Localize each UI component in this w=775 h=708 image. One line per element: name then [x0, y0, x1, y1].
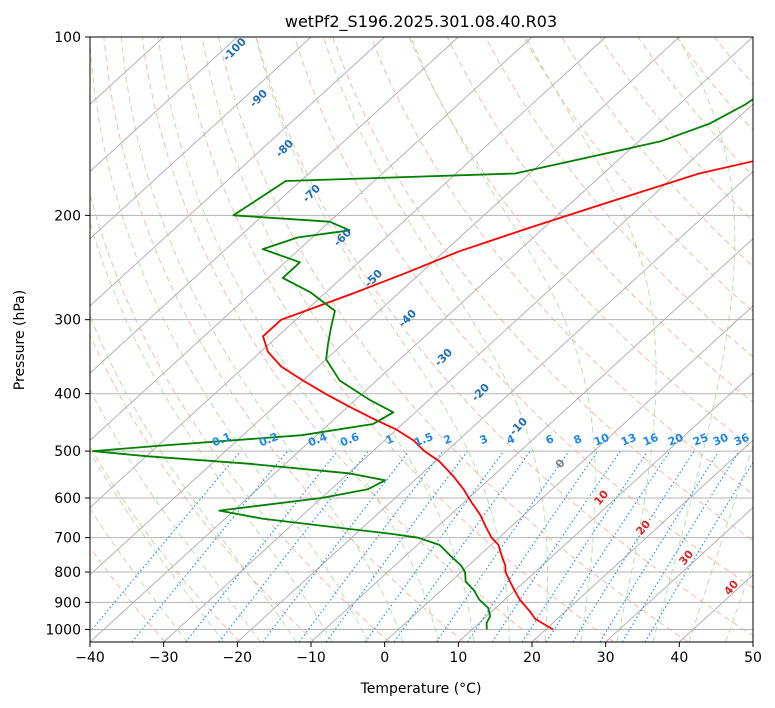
dry-adiabat-line [332, 37, 753, 542]
moist-adiabat-line [90, 37, 369, 642]
mixing-ratio-line [364, 450, 505, 642]
moist-adiabat-line [90, 388, 261, 642]
mixing-ratio-line [621, 450, 740, 642]
dry-adiabat-line [370, 37, 753, 495]
dry-adiabat-line [103, 37, 465, 642]
x-tick-label: 20 [523, 650, 541, 666]
y-tick-label: 900 [54, 595, 81, 611]
mixing-ratio-line [491, 450, 621, 642]
mixing-ratio-label: 20 [666, 431, 685, 449]
dry-adiabat-line [408, 37, 753, 449]
isotherm-line [531, 439, 753, 642]
y-tick-label: 1000 [45, 622, 81, 638]
moist-adiabat-line [525, 37, 657, 642]
mixing-ratio-line [185, 450, 339, 642]
y-tick-label: 300 [54, 313, 81, 329]
x-tick-label: −10 [296, 650, 326, 666]
mixing-ratio-label: 2 [442, 432, 454, 447]
x-tick-label: 50 [744, 650, 762, 666]
x-tick-label: 30 [597, 650, 615, 666]
moist-adiabat-line [120, 37, 404, 642]
dry-adiabat-line [294, 37, 753, 589]
mixing-ratio-label: 8 [572, 432, 584, 447]
x-tick-label: −20 [223, 650, 253, 666]
x-tick-label: 40 [670, 650, 688, 666]
x-axis-title: Temperature (°C) [360, 681, 482, 697]
mixing-ratio-label: 10 [592, 431, 611, 449]
mixing-ratio-line [545, 450, 671, 642]
dry-adiabat-line [179, 37, 614, 642]
y-tick-label: 600 [54, 491, 81, 507]
mixing-ratio-label: 36 [732, 431, 751, 449]
moist-adiabat-line [410, 37, 596, 642]
isotherm-line [310, 237, 753, 642]
x-tick-label: −30 [149, 650, 179, 666]
moist-adiabat-line [90, 314, 297, 642]
dry-adiabat-line [446, 37, 753, 403]
isotherm-line [457, 372, 753, 642]
isotherm-line [90, 37, 680, 576]
dry-adiabat-line [484, 37, 753, 358]
moist-adiabat-line [688, 443, 753, 642]
y-axis-title: Pressure (hPa) [12, 290, 28, 390]
mixing-ratio-line [467, 450, 599, 642]
mixing-ratio-label: 16 [641, 431, 660, 449]
mixing-ratio-label: 3 [478, 432, 490, 447]
isotherm-line [163, 103, 753, 642]
isotherm-line [90, 37, 753, 642]
y-tick-label: 200 [54, 208, 81, 224]
moist-adiabat-line [90, 220, 333, 642]
dry-adiabat-line [256, 37, 753, 637]
mixing-ratio-line [298, 450, 444, 642]
y-tick-label: 700 [54, 531, 81, 547]
y-tick-label: 800 [54, 565, 81, 581]
mixing-ratio-line [90, 450, 242, 633]
mixing-ratio-label: 30 [711, 431, 730, 449]
mixing-ratio-line [435, 450, 570, 642]
mixing-ratio-line [521, 450, 649, 642]
moist-adiabat-line [255, 37, 510, 642]
x-tick-label: −40 [75, 650, 105, 666]
y-tick-label: 500 [54, 444, 81, 460]
isotherm-line [90, 37, 238, 173]
moist-adiabat-line [90, 450, 225, 642]
x-tick-label: 10 [449, 650, 467, 666]
plot-frame [89, 36, 754, 643]
chart-title: wetPf2_S196.2025.301.08.40.R03 [285, 12, 557, 32]
mixing-ratio-line [393, 450, 531, 642]
isotherm-line [90, 37, 386, 307]
background-lines [90, 37, 753, 642]
mixing-ratio-line [262, 450, 410, 642]
y-tick-label: 400 [54, 387, 81, 403]
axes: −40 −30 −20 −10 0 10 20 30 40 50 100 200 300 400 500 60… [45, 30, 762, 666]
dry-adiabat-line [217, 37, 689, 642]
y-tick-label: 100 [54, 30, 81, 46]
isotherm-line [90, 37, 459, 374]
moist-adiabat-line [201, 37, 475, 642]
moist-adiabat-line [652, 37, 736, 642]
mixing-ratio-label: 25 [691, 431, 710, 449]
temperature-profile-line [262, 160, 753, 631]
x-tick-label: 0 [380, 650, 389, 666]
dry-adiabat-line [90, 192, 390, 642]
mixing-ratio-label: 1 [384, 432, 396, 447]
dry-adiabat-line [90, 546, 166, 642]
profile-lines [92, 98, 753, 631]
isotherm-line [605, 506, 753, 642]
isotherm-line [90, 37, 312, 240]
mixing-ratio-label: 13 [619, 431, 638, 449]
isotherm-line [90, 37, 607, 509]
isotherm-line [236, 170, 753, 642]
dewpoint-profile-line [92, 98, 753, 630]
mixing-ratio-line [131, 450, 289, 642]
dry-adiabat-line [141, 37, 540, 642]
moist-adiabat-line [323, 37, 548, 642]
dry-adiabat-line [523, 37, 753, 313]
mixing-ratio-line [325, 450, 468, 642]
isotherm-line [90, 37, 533, 442]
mixing-ratio-line [572, 450, 695, 642]
